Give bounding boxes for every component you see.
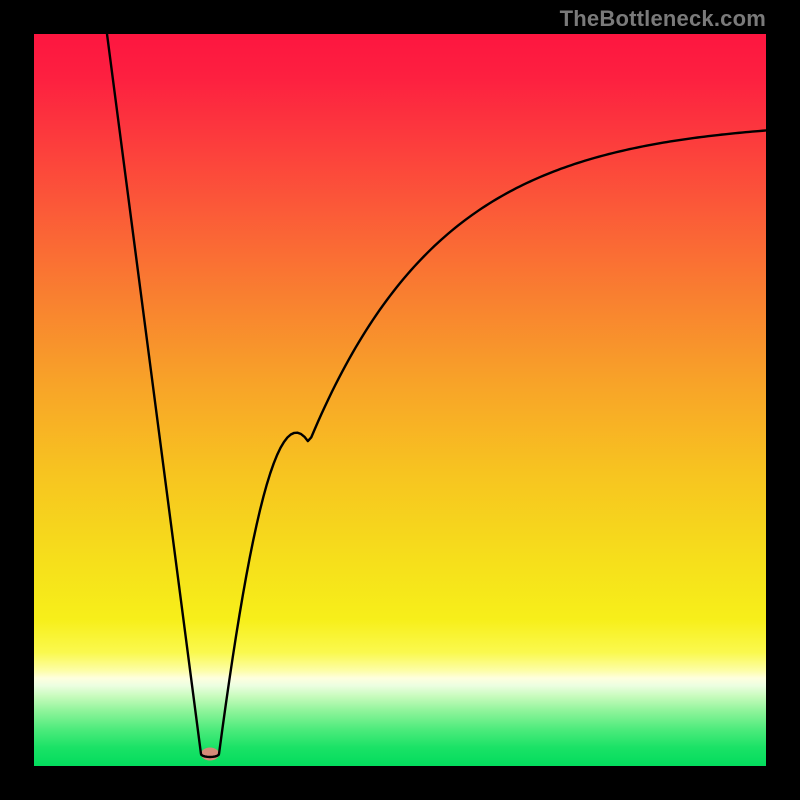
watermark-text: TheBottleneck.com <box>560 6 766 32</box>
bottleneck-marker <box>201 748 219 761</box>
chart-container: TheBottleneck.com <box>0 0 800 800</box>
curve-layer <box>34 34 766 766</box>
plot-area <box>34 34 766 766</box>
bottleneck-curve <box>107 34 766 757</box>
